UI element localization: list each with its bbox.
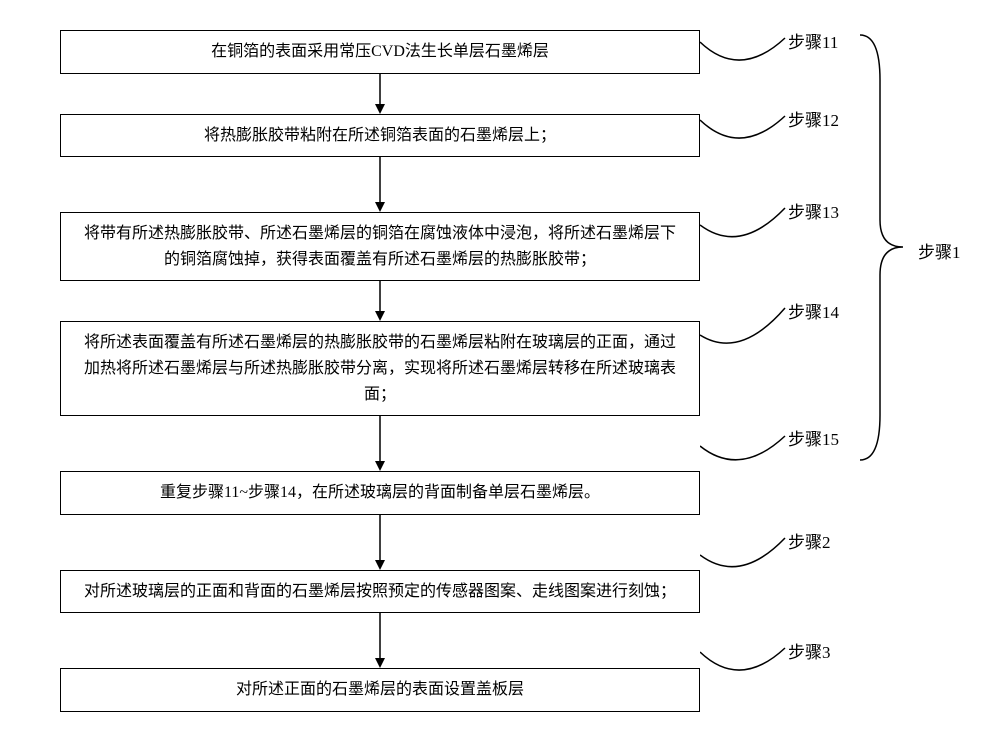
- box-text: 重复步骤11~步骤14，在所述玻璃层的背面制备单层石墨烯层。: [160, 480, 600, 506]
- step-label-15: 步骤15: [788, 425, 839, 450]
- group-label-1: 步骤1: [918, 238, 961, 263]
- arrow-connector: [60, 281, 700, 321]
- flowchart-box-12: 将热膨胀胶带粘附在所述铜箔表面的石墨烯层上；: [60, 114, 700, 158]
- box-text: 对所述玻璃层的正面和背面的石墨烯层按照预定的传感器图案、走线图案进行刻蚀；: [84, 579, 676, 605]
- step-label-3: 步骤3: [788, 638, 831, 663]
- flowchart-box-15: 重复步骤11~步骤14，在所述玻璃层的背面制备单层石墨烯层。: [60, 471, 700, 515]
- arrow-connector: [60, 157, 700, 212]
- step-label-14: 步骤14: [788, 298, 839, 323]
- box-text: 将带有所述热膨胀胶带、所述石墨烯层的铜箔在腐蚀液体中浸泡，将所述石墨烯层下的铜箔…: [81, 221, 679, 272]
- flowchart-box-13: 将带有所述热膨胀胶带、所述石墨烯层的铜箔在腐蚀液体中浸泡，将所述石墨烯层下的铜箔…: [60, 212, 700, 281]
- arrow-connector: [60, 515, 700, 570]
- flowchart-box-3: 对所述正面的石墨烯层的表面设置盖板层: [60, 668, 700, 712]
- box-text: 对所述正面的石墨烯层的表面设置盖板层: [236, 677, 524, 703]
- flowchart-box-2: 对所述玻璃层的正面和背面的石墨烯层按照预定的传感器图案、走线图案进行刻蚀；: [60, 570, 700, 614]
- arrow-connector: [60, 613, 700, 668]
- box-text: 将热膨胀胶带粘附在所述铜箔表面的石墨烯层上；: [204, 123, 556, 149]
- flowchart-box-11: 在铜箔的表面采用常压CVD法生长单层石墨烯层: [60, 30, 700, 74]
- arrow-connector: [60, 416, 700, 471]
- step-label-2: 步骤2: [788, 528, 831, 553]
- box-text: 将所述表面覆盖有所述石墨烯层的热膨胀胶带的石墨烯层粘附在玻璃层的正面，通过加热将…: [81, 330, 679, 407]
- step-label-11: 步骤11: [788, 28, 838, 53]
- step-label-12: 步骤12: [788, 106, 839, 131]
- box-text: 在铜箔的表面采用常压CVD法生长单层石墨烯层: [211, 39, 549, 65]
- arrow-connector: [60, 74, 700, 114]
- step-label-13: 步骤13: [788, 198, 839, 223]
- flowchart-box-14: 将所述表面覆盖有所述石墨烯层的热膨胀胶带的石墨烯层粘附在玻璃层的正面，通过加热将…: [60, 321, 700, 416]
